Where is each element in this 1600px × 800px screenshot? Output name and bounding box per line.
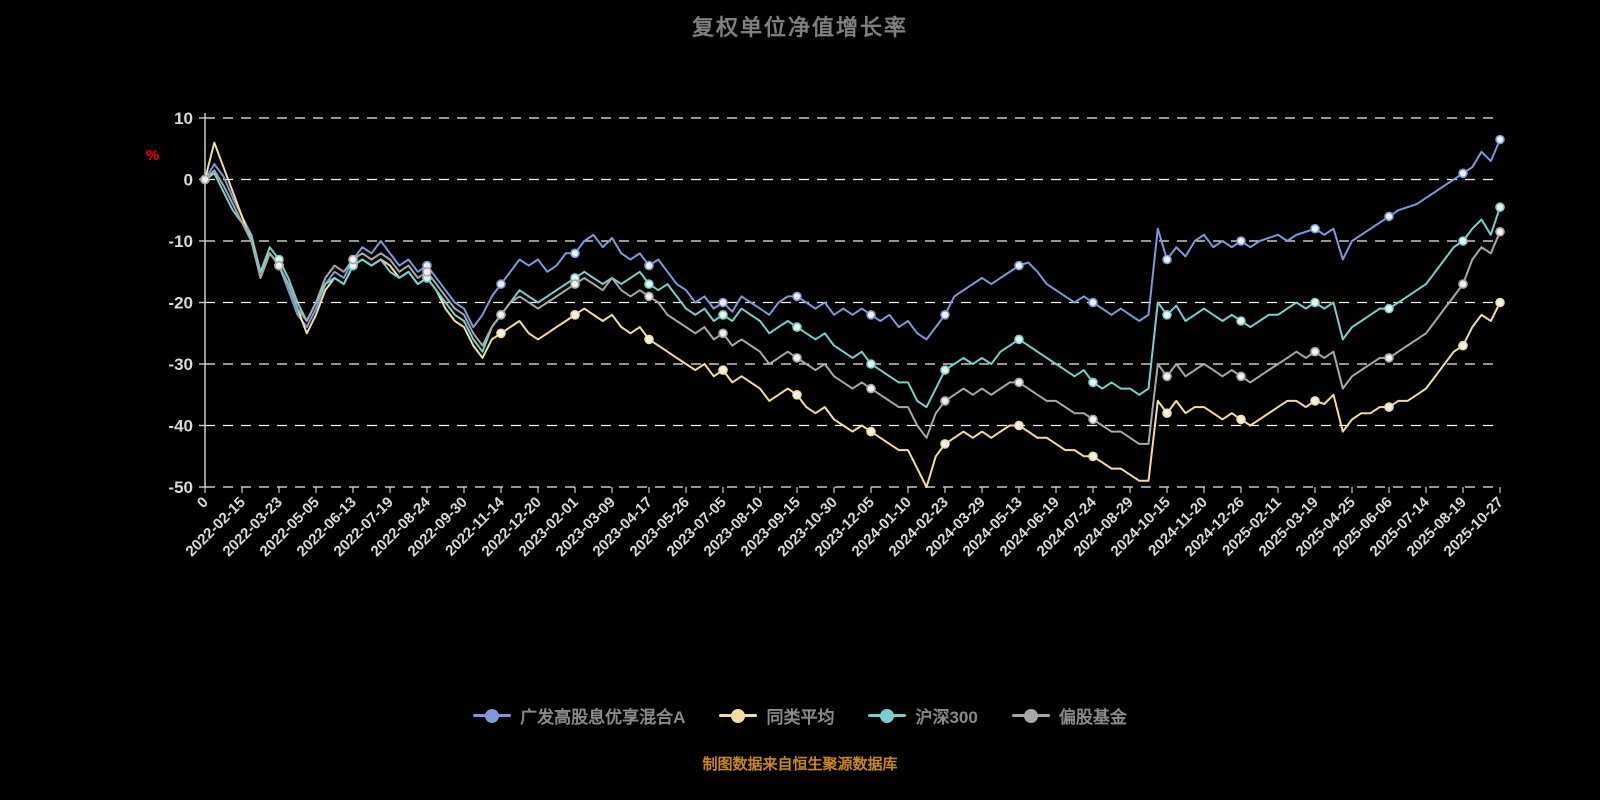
data-point-marker: [644, 279, 654, 289]
y-tick-label: 10: [174, 109, 193, 128]
data-point-marker: [1310, 297, 1320, 308]
y-axis-unit-label: %: [146, 147, 159, 164]
data-point-marker: [496, 279, 506, 289]
data-point-marker: [718, 365, 728, 375]
legend: 广发高股息优享混合A 同类平均 沪深300 偏股基金: [0, 703, 1600, 728]
data-point-marker: [1310, 346, 1320, 357]
line-circle-marker-icon: [868, 708, 907, 723]
data-point-marker: [792, 353, 802, 363]
data-point-marker: [1014, 260, 1024, 271]
data-point-marker: [1162, 254, 1172, 265]
data-point-marker: [200, 174, 210, 185]
data-point-marker: [1458, 168, 1468, 179]
data-point-marker: [792, 291, 802, 302]
data-point-marker: [940, 439, 950, 449]
data-point-marker: [1236, 236, 1246, 246]
data-source-note: 制图数据来自恒生聚源数据库: [702, 756, 898, 773]
data-point-marker: [496, 309, 506, 320]
data-point-marker: [644, 260, 654, 271]
data-point-marker: [1088, 377, 1098, 388]
line-circle-marker-icon: [719, 708, 758, 723]
data-point-marker: [1384, 211, 1394, 222]
data-point-marker: [1384, 303, 1394, 314]
data-point-marker: [866, 359, 876, 369]
data-point-marker: [1310, 396, 1320, 406]
data-point-marker: [1458, 279, 1468, 289]
y-tick-label: 0: [184, 171, 193, 190]
data-point-marker: [570, 248, 580, 259]
data-point-marker: [1088, 414, 1098, 425]
legend-label: 同类平均: [766, 708, 835, 727]
line-circle-marker-icon: [473, 708, 512, 723]
data-point-marker: [718, 309, 728, 320]
data-point-marker: [422, 266, 432, 277]
data-point-marker: [1014, 420, 1024, 431]
y-tick-label: -20: [168, 294, 193, 313]
data-point-marker: [866, 383, 876, 394]
data-point-marker: [1014, 377, 1024, 388]
series-line-0: [204, 138, 1501, 341]
legend-label: 广发高股息优享混合A: [520, 708, 686, 727]
data-point-marker: [1495, 297, 1505, 308]
data-point-marker: [570, 309, 580, 320]
data-point-marker: [1495, 134, 1505, 145]
data-point-marker: [1495, 202, 1505, 212]
data-point-marker: [940, 396, 950, 406]
data-point-marker: [1236, 316, 1246, 326]
chart-title: 复权单位净值增长率: [691, 15, 908, 40]
data-point-marker: [1384, 353, 1394, 363]
data-point-marker: [348, 254, 358, 265]
data-point-marker: [644, 334, 654, 345]
data-point-marker: [718, 328, 728, 339]
series-line-2: [204, 172, 1501, 409]
data-point-marker: [1014, 334, 1024, 345]
data-point-marker: [792, 322, 802, 332]
line-circle-marker-icon: [1011, 708, 1050, 723]
data-point-marker: [866, 309, 876, 320]
data-point-marker: [1162, 309, 1172, 320]
data-point-marker: [1088, 297, 1098, 308]
data-point-marker: [1495, 227, 1505, 237]
data-point-marker: [1088, 451, 1098, 462]
legend-item-category-average[interactable]: 同类平均: [719, 703, 834, 728]
data-point-marker: [1236, 371, 1246, 382]
data-point-marker: [1162, 408, 1172, 419]
legend-item-fund[interactable]: 广发高股息优享混合A: [473, 703, 685, 728]
data-point-marker: [718, 297, 728, 308]
data-point-marker: [644, 291, 654, 302]
data-point-marker: [274, 260, 284, 271]
data-point-marker: [1458, 340, 1468, 351]
data-point-marker: [1162, 371, 1172, 382]
y-tick-label: -40: [168, 417, 193, 436]
legend-label: 沪深300: [915, 708, 978, 727]
data-point-marker: [866, 426, 876, 437]
data-point-marker: [940, 309, 950, 320]
data-point-marker: [496, 328, 506, 339]
legend-item-equity-funds[interactable]: 偏股基金: [1011, 703, 1127, 728]
data-point-marker: [1236, 414, 1246, 425]
data-point-marker: [792, 389, 802, 400]
y-tick-label: -30: [168, 355, 193, 374]
data-point-marker: [1458, 236, 1468, 246]
x-tick-label: 0: [194, 494, 212, 512]
data-point-marker: [1384, 402, 1394, 412]
data-point-marker: [940, 365, 950, 375]
data-point-marker: [570, 279, 580, 289]
y-tick-label: -10: [168, 232, 193, 251]
series-line-3: [204, 169, 1501, 445]
legend-label: 偏股基金: [1058, 708, 1127, 727]
y-tick-label: -50: [168, 478, 193, 497]
data-point-marker: [1310, 223, 1320, 234]
legend-item-hs300[interactable]: 沪深300: [868, 703, 978, 728]
